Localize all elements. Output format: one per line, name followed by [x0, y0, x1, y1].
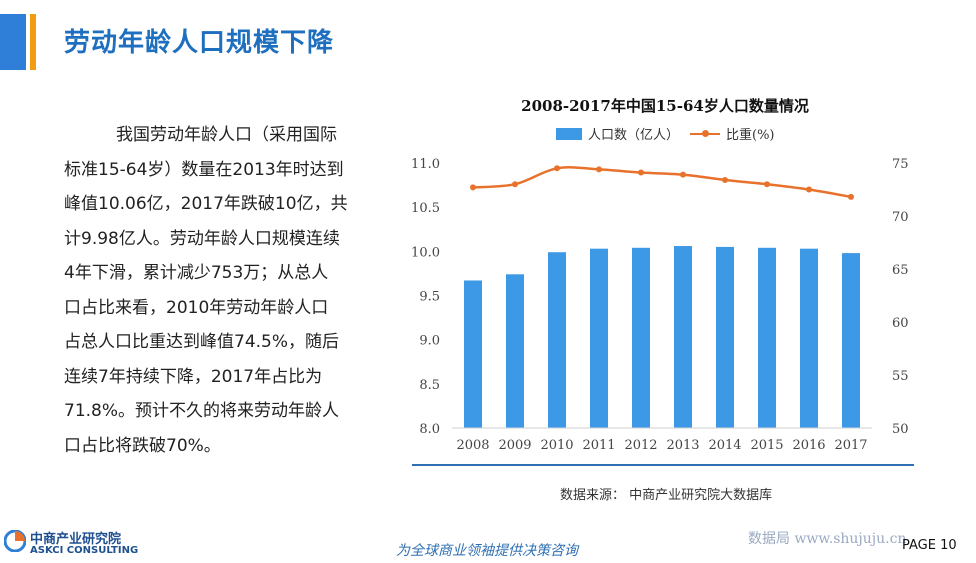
body-line: 71.8%。预计不久的将来劳动年龄人	[64, 401, 340, 421]
y-left-tick-label: 9.5	[419, 290, 440, 305]
x-tick-label: 2013	[666, 438, 699, 453]
bar	[842, 253, 860, 428]
y-right-tick-label: 75	[892, 157, 909, 172]
y-right-tick-label: 65	[892, 263, 909, 278]
x-tick-label: 2009	[498, 438, 531, 453]
x-tick-label: 2014	[708, 438, 741, 453]
logo-text-en: ASKCI CONSULTING	[30, 545, 139, 556]
body-line: 计9.98亿人。劳动年龄人口规模连续	[64, 228, 340, 249]
chart-plot: 8.0 8.5 9.0 9.5 10.0 10.5 11.0 50 55 60 65 70 75 2008…	[411, 157, 914, 466]
line-point	[470, 184, 476, 191]
line-point	[806, 186, 812, 193]
x-tick-label: 2008	[456, 438, 489, 453]
bar	[464, 280, 482, 428]
body-line: 口占比来看，2010年劳动年龄人口	[64, 297, 329, 318]
logo-text-cn: 中商产业研究院	[30, 532, 122, 547]
line-point	[512, 181, 518, 188]
body-line: 占总人口比重达到峰值74.5%，随后	[64, 332, 340, 352]
header-accent-bar-orange	[30, 14, 36, 70]
body-line: 标准15-64岁）数量在2013年时达到	[64, 159, 344, 180]
legend-label-line: 比重(%)	[726, 128, 775, 143]
x-tick-label: 2016	[792, 438, 825, 453]
body-paragraph: 我国劳动年龄人口（采用国际 标准15-64岁）数量在2013年时达到 峰值10.…	[64, 118, 384, 463]
x-tick-label: 2015	[750, 438, 783, 453]
y-left-tick-label: 10.0	[411, 245, 440, 260]
body-line: 4年下滑，累计减少753万；从总人	[64, 263, 329, 283]
x-tick-label: 2010	[540, 438, 573, 453]
y-right-tick-label: 55	[892, 369, 909, 384]
x-tick-label: 2012	[624, 438, 657, 453]
data-source: 数据来源： 中商产业研究院大数据库	[560, 488, 773, 503]
series-line	[472, 166, 852, 199]
bar	[590, 248, 608, 428]
y-left-tick-label: 11.0	[411, 157, 440, 172]
legend-label-bar: 人口数（亿人）	[588, 128, 680, 143]
watermark: 数据局 www.shujuju.cn	[748, 531, 907, 547]
bar	[548, 252, 566, 428]
company-logo-icon	[4, 530, 26, 552]
bar	[506, 274, 524, 428]
y-left-tick-label: 9.0	[419, 334, 440, 349]
line-point	[638, 169, 644, 176]
legend-swatch-dot	[702, 130, 709, 137]
x-tick-label: 2017	[834, 438, 867, 453]
y-right-tick-label: 50	[892, 422, 909, 437]
body-line: 口占比将跌破70%。	[64, 435, 221, 456]
line-point	[764, 181, 770, 188]
y-left-tick-label: 10.5	[411, 201, 440, 216]
body-line: 峰值10.06亿，2017年跌破10亿，共	[64, 194, 348, 214]
y-right-tick-label: 70	[892, 210, 909, 225]
y-right-tick-label: 60	[892, 316, 909, 331]
y-left-tick-label: 8.5	[419, 378, 440, 393]
body-line: 我国劳动年龄人口（采用国际	[116, 125, 337, 145]
header-accent-bar-blue	[0, 14, 26, 70]
line-point	[722, 176, 728, 183]
y-left-tick-label: 8.0	[419, 422, 440, 437]
chart-title: 2008-2017年中国15-64岁人口数量情况	[521, 97, 809, 115]
footer-slogan: 为全球商业领袖提供决策咨询	[396, 543, 578, 559]
line-point	[596, 166, 602, 173]
line-point	[848, 193, 854, 200]
bar	[800, 248, 818, 428]
x-tick-label: 2011	[582, 438, 615, 453]
page-number: PAGE 10	[902, 538, 957, 553]
bar	[758, 247, 776, 428]
page-title: 劳动年龄人口规模下降	[64, 28, 335, 58]
line-point	[680, 171, 686, 178]
body-line: 连续7年持续下降，2017年占比为	[64, 366, 323, 387]
line-point	[554, 165, 560, 172]
legend-swatch-bar	[556, 128, 582, 140]
bar	[674, 246, 692, 428]
bar	[716, 246, 734, 428]
bar	[632, 247, 650, 428]
